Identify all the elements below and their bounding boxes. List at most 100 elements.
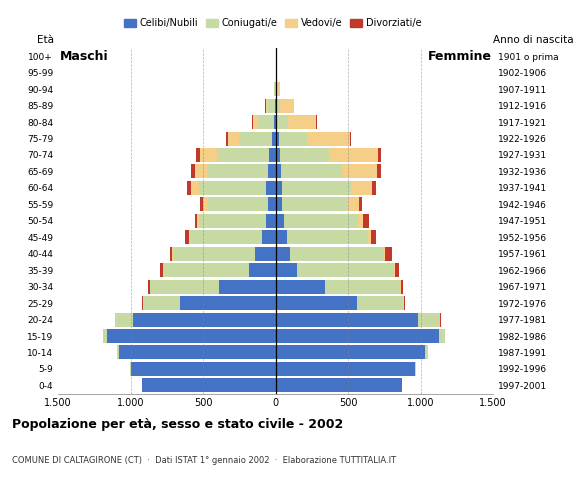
Bar bbox=[274, 82, 276, 96]
Bar bbox=[276, 165, 281, 179]
Bar bbox=[276, 312, 440, 326]
Bar bbox=[276, 115, 288, 129]
Bar bbox=[276, 230, 368, 244]
Bar bbox=[276, 197, 362, 211]
Bar bbox=[276, 247, 392, 261]
Bar bbox=[266, 98, 275, 113]
Bar bbox=[276, 346, 428, 360]
Bar bbox=[276, 82, 280, 96]
Text: Popolazione per età, sesso e stato civile - 2002: Popolazione per età, sesso e stato civil… bbox=[12, 418, 343, 431]
Bar bbox=[276, 197, 282, 211]
Bar bbox=[170, 247, 276, 261]
Bar bbox=[197, 214, 276, 228]
Bar bbox=[276, 197, 359, 211]
Bar bbox=[274, 115, 276, 129]
Bar bbox=[276, 165, 342, 179]
Bar bbox=[276, 214, 358, 228]
Bar bbox=[143, 296, 276, 310]
Bar bbox=[227, 132, 276, 145]
Bar bbox=[276, 296, 404, 310]
Text: Età: Età bbox=[37, 35, 53, 45]
Bar bbox=[276, 329, 445, 343]
Bar bbox=[276, 82, 280, 96]
Bar bbox=[219, 280, 276, 294]
Text: Anno di nascita: Anno di nascita bbox=[493, 35, 574, 45]
Bar bbox=[276, 98, 294, 113]
Legend: Celibi/Nubili, Coniugati/e, Vedovi/e, Divorziati/e: Celibi/Nubili, Coniugati/e, Vedovi/e, Di… bbox=[120, 14, 425, 32]
Bar bbox=[217, 148, 276, 162]
Bar bbox=[253, 115, 276, 129]
Bar bbox=[276, 230, 287, 244]
Bar bbox=[117, 346, 276, 360]
Bar bbox=[130, 362, 276, 376]
Bar bbox=[276, 263, 399, 277]
Bar bbox=[276, 148, 329, 162]
Bar bbox=[142, 378, 276, 392]
Bar bbox=[276, 165, 378, 179]
Bar bbox=[103, 329, 276, 343]
Bar bbox=[195, 165, 276, 179]
Bar bbox=[276, 362, 415, 376]
Bar bbox=[276, 230, 376, 244]
Bar bbox=[276, 346, 427, 360]
Bar bbox=[276, 214, 363, 228]
Bar bbox=[117, 346, 276, 360]
Bar bbox=[276, 280, 325, 294]
Bar bbox=[276, 378, 402, 392]
Text: Femmine: Femmine bbox=[427, 50, 491, 63]
Bar bbox=[276, 98, 280, 113]
Bar bbox=[276, 230, 371, 244]
Bar bbox=[130, 362, 276, 376]
Bar bbox=[150, 280, 276, 294]
Bar bbox=[276, 148, 380, 162]
Bar bbox=[191, 165, 276, 179]
Bar bbox=[276, 312, 418, 326]
Bar bbox=[258, 115, 276, 129]
Bar bbox=[276, 378, 401, 392]
Bar bbox=[107, 329, 276, 343]
Bar bbox=[115, 312, 276, 326]
Bar bbox=[276, 115, 277, 129]
Bar bbox=[276, 214, 284, 228]
Bar bbox=[276, 329, 445, 343]
Bar bbox=[276, 296, 357, 310]
Bar bbox=[266, 98, 275, 113]
Bar bbox=[252, 115, 276, 129]
Bar bbox=[103, 329, 276, 343]
Bar bbox=[162, 263, 276, 277]
Bar bbox=[276, 280, 400, 294]
Bar bbox=[195, 214, 276, 228]
Bar bbox=[276, 247, 289, 261]
Bar bbox=[276, 296, 404, 310]
Bar bbox=[276, 115, 317, 129]
Bar bbox=[276, 362, 415, 376]
Bar bbox=[150, 280, 276, 294]
Bar bbox=[276, 165, 380, 179]
Bar bbox=[276, 280, 403, 294]
Bar bbox=[160, 263, 276, 277]
Bar bbox=[130, 362, 276, 376]
Bar bbox=[200, 214, 276, 228]
Bar bbox=[226, 132, 276, 145]
Bar bbox=[262, 230, 276, 244]
Bar bbox=[200, 148, 276, 162]
Bar bbox=[276, 115, 317, 129]
Bar bbox=[276, 312, 440, 326]
Bar bbox=[130, 362, 276, 376]
Bar bbox=[276, 214, 369, 228]
Bar bbox=[200, 181, 276, 195]
Bar bbox=[276, 280, 401, 294]
Bar bbox=[276, 98, 294, 113]
Bar bbox=[115, 312, 276, 326]
Bar bbox=[133, 312, 276, 326]
Bar bbox=[200, 197, 276, 211]
Bar bbox=[142, 378, 276, 392]
Bar bbox=[115, 312, 276, 326]
Bar bbox=[103, 329, 276, 343]
Bar bbox=[276, 132, 278, 145]
Bar bbox=[142, 296, 276, 310]
Bar bbox=[276, 263, 297, 277]
Bar bbox=[276, 329, 445, 343]
Bar bbox=[276, 346, 425, 360]
Bar bbox=[276, 247, 384, 261]
